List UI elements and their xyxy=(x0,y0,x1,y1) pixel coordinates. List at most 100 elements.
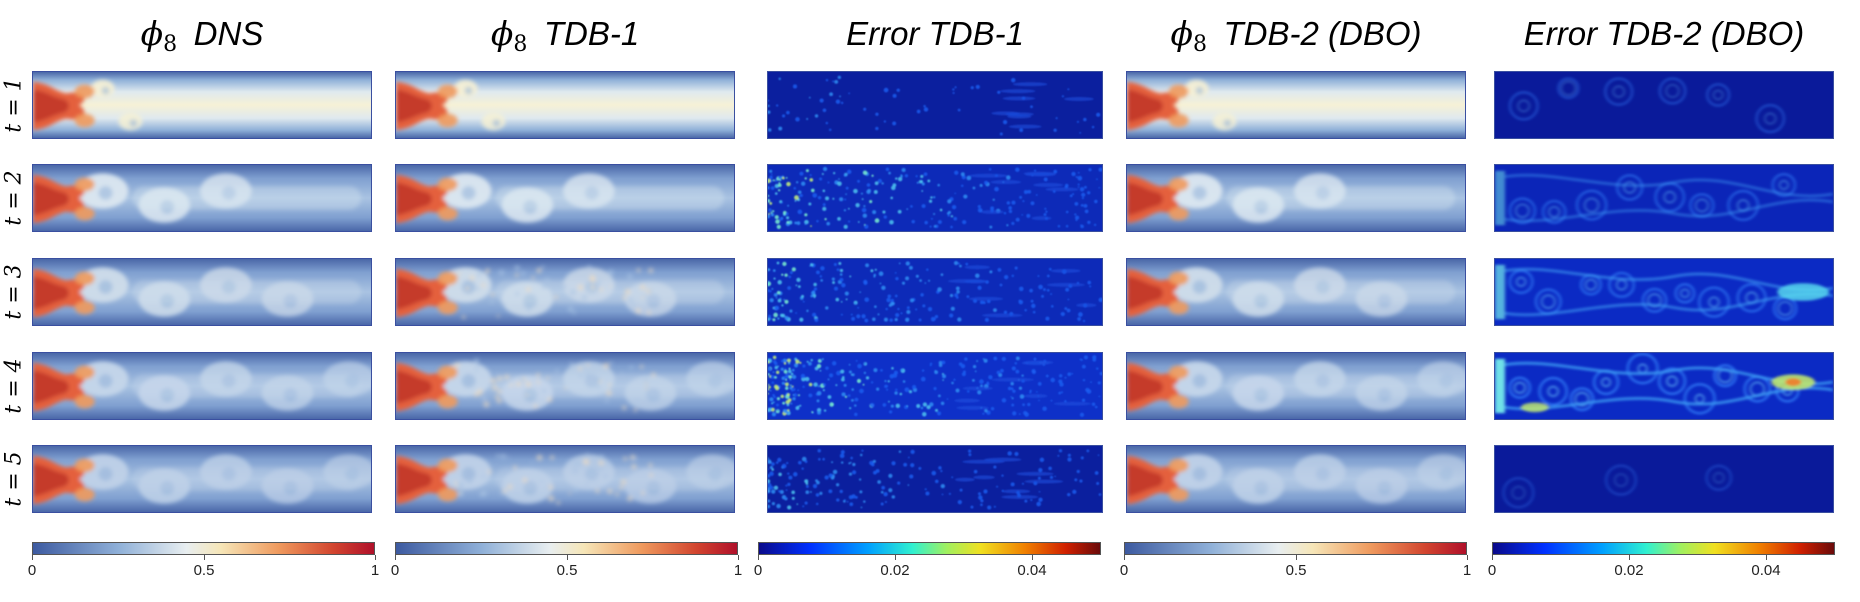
error-swirl xyxy=(1604,77,1634,106)
error-speck xyxy=(829,402,834,407)
error-speck xyxy=(931,470,937,476)
noise-speck xyxy=(596,385,601,389)
colorbar xyxy=(32,542,375,555)
error-speck xyxy=(906,208,909,211)
error-speck xyxy=(901,281,906,285)
colorbar-tick xyxy=(375,555,376,560)
wake xyxy=(1226,467,1456,491)
phi-symbol: ϕ8 xyxy=(491,14,528,57)
error-speck xyxy=(768,99,770,102)
error-speck xyxy=(1050,293,1053,295)
error-speck xyxy=(947,199,952,204)
error-speck xyxy=(777,318,780,320)
error-speck xyxy=(796,221,801,226)
hot-core xyxy=(33,182,69,216)
error-speck xyxy=(773,277,776,280)
error-speck xyxy=(768,128,772,132)
error-streak xyxy=(954,398,980,403)
error-speck xyxy=(1094,471,1099,475)
error-streak xyxy=(947,279,987,284)
error-speck xyxy=(834,286,839,291)
noise-speck xyxy=(477,272,482,277)
error-speck xyxy=(790,402,793,405)
error-speck xyxy=(896,88,900,92)
error-speck xyxy=(934,370,939,375)
error-speck xyxy=(893,370,898,375)
error-speck xyxy=(957,262,960,265)
error-speck xyxy=(854,397,859,402)
noise-speck xyxy=(485,268,491,274)
error-speck xyxy=(928,279,931,282)
error-speck xyxy=(794,195,799,200)
error-speck xyxy=(837,216,841,221)
error-speck xyxy=(877,480,881,484)
error-speck xyxy=(937,183,940,187)
error-speck xyxy=(806,309,809,313)
noise-speck xyxy=(497,376,503,382)
error-speck xyxy=(854,495,858,499)
noise-speck xyxy=(481,283,486,288)
noise-speck xyxy=(572,310,577,315)
warm-lobe xyxy=(437,487,458,502)
error-speck xyxy=(926,405,931,410)
error-speck xyxy=(770,211,773,214)
error-speck xyxy=(1037,275,1040,277)
error-speck xyxy=(911,219,915,224)
error-streak xyxy=(1031,216,1052,221)
warm-lobe xyxy=(1168,84,1189,99)
error-swirl xyxy=(1605,464,1637,496)
error-speck xyxy=(1065,287,1070,292)
error-speck xyxy=(848,92,850,95)
error-speck xyxy=(1072,193,1075,196)
error-speck xyxy=(1011,221,1015,225)
error-speck xyxy=(801,467,804,470)
hot-core xyxy=(33,89,69,123)
symbol-subscript: 8 xyxy=(1193,32,1207,57)
error-speck xyxy=(769,290,772,293)
noise-speck xyxy=(465,286,470,291)
noise-speck xyxy=(522,304,526,308)
warm-lobe xyxy=(1168,113,1189,128)
error-speck xyxy=(994,186,999,192)
error-speck xyxy=(1091,402,1096,406)
error-speck xyxy=(775,370,780,375)
error-speck xyxy=(987,505,992,510)
error-speck xyxy=(898,450,902,453)
error-speck xyxy=(1058,374,1063,378)
noise-speck xyxy=(465,283,469,287)
error-speck xyxy=(836,498,840,502)
error-speck xyxy=(933,224,937,228)
vortex-core xyxy=(464,86,473,95)
error-speck xyxy=(859,291,862,293)
noise-speck xyxy=(496,389,502,394)
hot-core xyxy=(1127,182,1163,216)
wake xyxy=(1226,374,1456,398)
error-speck xyxy=(885,167,890,172)
error-speck xyxy=(776,290,781,295)
error-speck xyxy=(1046,274,1050,278)
error-speck xyxy=(802,364,806,368)
error-speck xyxy=(781,201,784,204)
error-speck xyxy=(768,457,770,460)
error-speck xyxy=(787,369,792,374)
error-swirl xyxy=(1658,77,1687,105)
error-speck xyxy=(1083,355,1088,360)
noise-speck xyxy=(514,273,519,277)
error-speck xyxy=(907,456,910,459)
vortex-core xyxy=(98,374,113,388)
heatmap-panel xyxy=(1126,445,1466,513)
warm-lobe xyxy=(1168,177,1189,192)
column-label: DNS xyxy=(193,15,264,52)
error-speck xyxy=(811,411,814,414)
error-speck xyxy=(790,384,792,387)
colorbar-tick xyxy=(1629,555,1630,560)
error-speck xyxy=(1098,395,1101,398)
error-speck xyxy=(1054,475,1056,478)
error-speck xyxy=(799,195,802,197)
error-speck xyxy=(825,366,829,370)
error-swirl-inner xyxy=(1713,472,1725,484)
error-swirl xyxy=(1616,174,1644,201)
noise-speck xyxy=(481,474,485,478)
error-speck xyxy=(774,305,780,311)
error-speck xyxy=(792,368,795,372)
